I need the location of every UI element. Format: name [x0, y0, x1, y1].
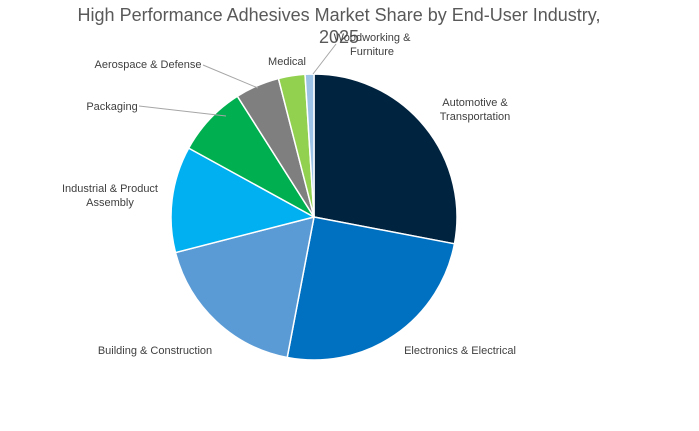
pie-slice-building-and-construction	[174, 215, 315, 359]
chart-title-line-1: High Performance Adhesives Market Share …	[78, 5, 601, 25]
slice-label-line: Transportation	[440, 111, 511, 123]
slice-label-line: Aerospace & Defense	[94, 59, 201, 71]
slice-label-line: Furniture	[350, 46, 394, 58]
slice-label-electronics-and-electrical: Electronics & Electrical	[404, 345, 516, 357]
slice-label-line: Medical	[268, 56, 306, 68]
slice-label-aerospace-and-defense: Aerospace & Defense	[94, 59, 201, 71]
slice-label-line: Packaging	[86, 101, 137, 113]
slice-label-line: Industrial & Product	[62, 183, 158, 195]
pie-slice-electronics-and-electrical	[286, 216, 456, 361]
leader-line-aerospace-and-defense	[202, 64, 259, 89]
slice-label-line: Assembly	[86, 197, 134, 209]
leader-line-packaging	[138, 105, 227, 117]
pie-slice-industrial-and-product-assembly	[170, 147, 317, 254]
slice-label-line: Automotive &	[442, 97, 508, 109]
slice-labels: Automotive & Transportation Electronics & …	[62, 32, 516, 357]
slice-label-packaging: Packaging	[86, 101, 137, 113]
leader-line-woodworking-and-furniture	[312, 43, 337, 75]
pie-slice-woodworking-and-furniture	[304, 73, 315, 218]
slice-label-line: Woodworking &	[334, 32, 411, 44]
slice-label-woodworking-and-furniture: Woodworking & Furniture	[334, 32, 411, 58]
slice-label-line: Building & Construction	[98, 345, 212, 357]
leader-lines	[138, 43, 337, 117]
slice-label-medical: Medical	[268, 56, 306, 68]
slice-label-building-and-construction: Building & Construction	[98, 345, 212, 357]
slice-label-industrial-and-product-assembly: Industrial & Product Assembly	[62, 183, 158, 209]
pie-slices	[170, 73, 458, 361]
slice-label-automotive-and-transportation: Automotive & Transportation	[440, 97, 511, 123]
slice-label-line: Electronics & Electrical	[404, 345, 516, 357]
chart-title-line-2: 2025	[319, 27, 359, 47]
pie-slice-automotive-and-transportation	[313, 73, 458, 245]
